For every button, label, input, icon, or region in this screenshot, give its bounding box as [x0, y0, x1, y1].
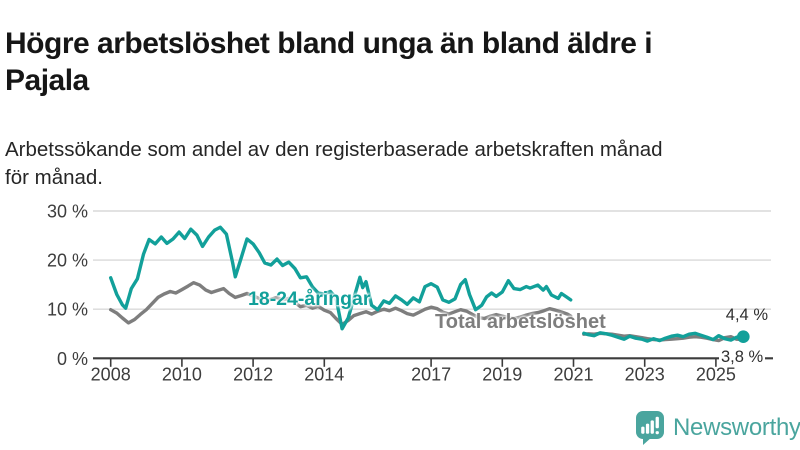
page-title: Högre arbetslöshet bland unga än bland ä… [5, 27, 653, 98]
x-tick-label: 2010 [162, 365, 202, 385]
series-label-total: Total arbetslöshet [435, 311, 606, 333]
x-tick-label: 2019 [482, 365, 522, 385]
series-label-youth: 18-24-åringar [248, 288, 371, 310]
chart-bubble-icon [636, 410, 664, 445]
page-subtitle: Arbetssökande som andel av den registerb… [5, 137, 663, 189]
y-tick-label: 10 % [47, 300, 88, 320]
x-tick-label: 2017 [411, 365, 451, 385]
y-tick-label: 20 % [47, 251, 88, 271]
newsworthy-logo[interactable]: Newsworthy [636, 410, 800, 446]
x-tick-label: 2023 [625, 365, 665, 385]
end-value-total: 3,8 % [719, 348, 766, 367]
x-tick-label: 2014 [304, 365, 344, 385]
end-value-youth: 4,4 % [725, 306, 768, 324]
end-dot [737, 330, 750, 343]
x-tick-label: 2025 [696, 365, 736, 385]
x-tick-label: 2008 [91, 365, 131, 385]
y-tick-label: 0 % [57, 349, 88, 369]
y-tick-label: 30 % [47, 202, 88, 222]
series-line-total [109, 281, 745, 343]
x-tick-label: 2021 [553, 365, 593, 385]
x-tick-label: 2012 [233, 365, 273, 385]
series-line-youth [109, 225, 745, 343]
newsworthy-logo-text: Newsworthy [673, 414, 800, 441]
